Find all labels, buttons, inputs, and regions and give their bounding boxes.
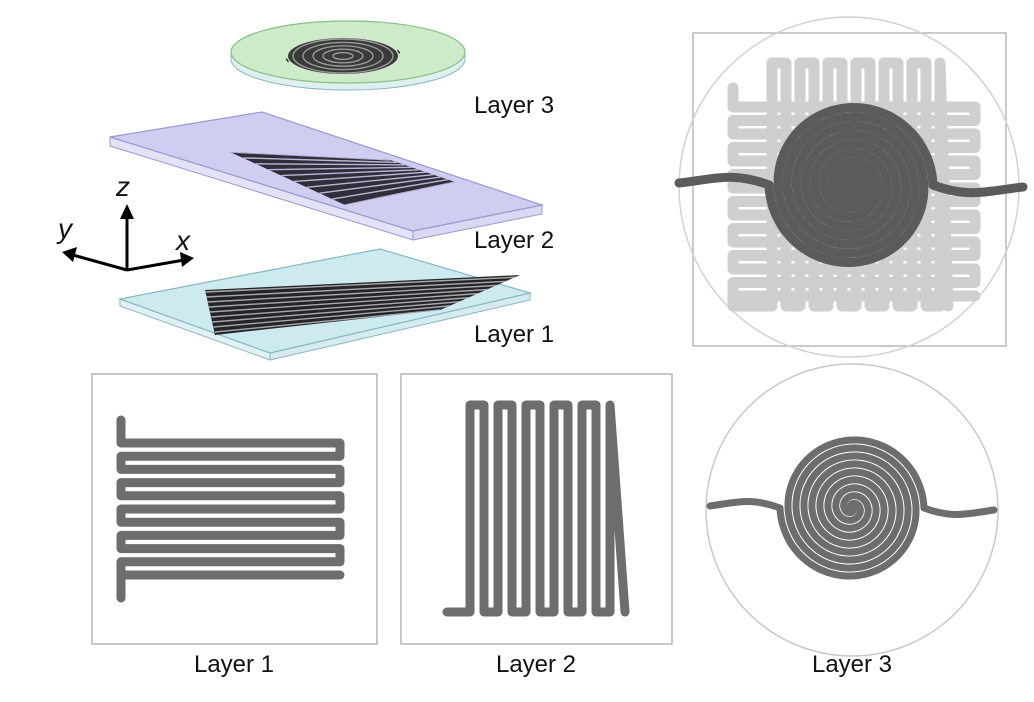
exploded-layer1 [117,248,533,361]
exploded-layer2-gap-8 [332,178,448,200]
layer3-spiral-channel [706,436,998,580]
exploded-layer3-ring-1 [332,51,354,61]
exploded-layer1-gap-6 [212,301,461,323]
exploded-layer2-gap-7 [319,176,441,194]
layer2-serpentine-path [442,400,630,617]
exploded-layer2-gap-5 [293,171,427,183]
panel-layer3: Layer 3 [705,363,999,678]
panel-layer1: Layer 1 [91,373,378,678]
exploded-layer2 [109,111,545,241]
exploded-layer1-gap-5 [211,296,471,318]
layer1-serpentine-path [116,415,345,603]
exploded-layer1-label: Layer 1 [474,321,554,348]
overlay-layer3-lead-left [674,172,774,190]
y-axis-arrowhead [62,247,77,262]
panel-layer1-caption: Layer 1 [194,651,274,678]
exploded-layer2-gap-1 [242,157,398,164]
exploded-layer3-label: Layer 3 [474,92,554,119]
y-axis-arrow [72,253,128,272]
exploded-layer1-gap-2 [207,284,501,303]
exploded-layer3-ring-3 [312,45,374,67]
exploded-layer1-channel-gaps [205,276,520,333]
exploded-layer2-gap-4 [281,169,419,177]
exploded-layer1-gap-1 [206,280,511,298]
exploded-layer2-gap-3 [268,166,412,171]
exploded-layer2-gap-2 [255,163,405,166]
x-axis-arrow [126,258,185,272]
exploded-layer3-ring-4 [302,41,384,71]
overlay-panel [674,16,1028,358]
exploded-view: z x y Layer 3 Layer 2 Layer 1 [56,20,554,361]
panel-layer3-caption: Layer 3 [812,651,892,678]
exploded-layer1-gap-0 [205,276,520,293]
exploded-layer3-spiral [288,38,398,74]
layer2-serpentine-channel [442,400,630,617]
overlay-layer3-lead-right [928,180,1028,198]
exploded-layer1-gap-7 [213,305,451,328]
exploded-layer1-gap-8 [214,309,441,333]
layer1-serpentine-channel [116,415,345,603]
x-axis-label: x [174,225,191,256]
overlay-layer3-spiral [674,103,1028,267]
layer3-lead-right [920,504,998,518]
z-axis-label: z [115,171,130,202]
exploded-layer2-label: Layer 2 [474,227,554,254]
exploded-layer3-ring-2 [322,48,364,64]
y-axis-label: y [56,213,74,244]
x-axis-arrowhead [180,252,194,267]
exploded-layer3 [230,20,466,91]
axes-indicator [62,204,194,272]
z-axis-arrowhead [120,204,134,219]
exploded-layer3-ring-5 [292,38,394,74]
panel-layer2-caption: Layer 2 [496,651,576,678]
exploded-layer1-gap-3 [208,288,491,308]
panel-layer2: Layer 2 [400,373,673,678]
exploded-layer1-gap-4 [209,292,481,313]
layer3-lead-left [706,498,784,512]
overlay-layer3-spiral-path [764,103,938,267]
exploded-layer2-gap-6 [306,173,434,189]
layer3-spiral-path [776,436,928,580]
